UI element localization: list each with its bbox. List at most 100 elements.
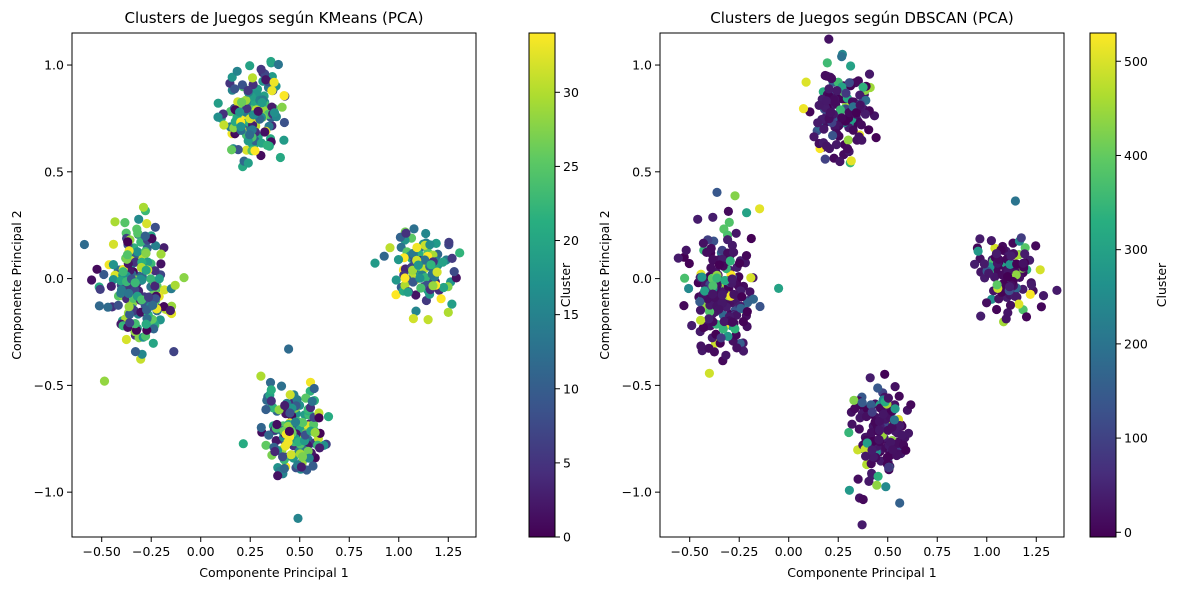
kmeans-point bbox=[293, 513, 303, 524]
dbscan-point bbox=[848, 125, 858, 135]
dbscan-point bbox=[866, 400, 876, 410]
dbscan-point bbox=[820, 154, 830, 164]
kmeans-point bbox=[103, 302, 113, 312]
kmeans-point bbox=[310, 427, 320, 438]
kmeans-point bbox=[297, 452, 308, 462]
dbscan-point bbox=[865, 373, 875, 383]
dbscan-point bbox=[888, 445, 898, 455]
dbscan-point bbox=[681, 245, 691, 255]
kmeans-point bbox=[253, 106, 263, 116]
dbscan-point bbox=[831, 140, 842, 150]
dbscan-y-tick-label: 0.5 bbox=[632, 164, 652, 179]
dbscan-point bbox=[829, 95, 839, 105]
kmeans-x-tick-label: −0.50 bbox=[83, 544, 121, 559]
kmeans-point bbox=[121, 334, 131, 345]
dbscan-point bbox=[844, 78, 855, 88]
dbscan-point bbox=[700, 286, 710, 296]
kmeans-colorbar: 0 5 10 15 20 25 30 Cluster bbox=[528, 32, 579, 545]
dbscan-point bbox=[844, 427, 854, 438]
dbscan-point bbox=[734, 258, 745, 268]
kmeans-point bbox=[408, 314, 418, 324]
kmeans-point bbox=[124, 288, 134, 298]
kmeans-point bbox=[284, 426, 294, 436]
kmeans-point bbox=[393, 255, 404, 265]
dbscan-y-ticks: −1.0 −0.5 0.0 0.5 1.0 bbox=[622, 58, 660, 500]
kmeans-point bbox=[266, 56, 276, 67]
dbscan-point bbox=[851, 108, 861, 118]
kmeans-point bbox=[165, 305, 175, 316]
dbscan-point bbox=[774, 283, 784, 293]
dbscan-point bbox=[724, 217, 734, 227]
kmeans-point bbox=[420, 255, 430, 265]
dbscan-point bbox=[695, 305, 706, 315]
kmeans-point bbox=[296, 462, 306, 472]
kmeans-point bbox=[273, 59, 283, 70]
dbscan-point bbox=[698, 238, 709, 248]
kmeans-point bbox=[277, 102, 287, 112]
dbscan-point bbox=[696, 341, 706, 351]
dbscan-point bbox=[1003, 272, 1013, 282]
dbscan-point bbox=[874, 425, 885, 435]
dbscan-title: Clusters de Juegos según DBSCAN (PCA) bbox=[710, 9, 1013, 27]
dbscan-point bbox=[992, 280, 1002, 290]
kmeans-point bbox=[232, 66, 242, 76]
dbscan-point bbox=[720, 275, 730, 286]
dbscan-point bbox=[984, 268, 994, 278]
dbscan-point bbox=[843, 135, 853, 145]
dbscan-point bbox=[866, 427, 877, 438]
kmeans-point bbox=[123, 237, 133, 247]
kmeans-point bbox=[230, 84, 240, 94]
dbscan-point bbox=[857, 520, 867, 530]
kmeans-point bbox=[270, 446, 280, 457]
kmeans-point bbox=[213, 98, 223, 108]
kmeans-point bbox=[269, 108, 280, 118]
dbscan-point bbox=[801, 77, 811, 87]
dbscan-point bbox=[835, 156, 845, 167]
kmeans-point bbox=[110, 217, 120, 227]
dbscan-point bbox=[858, 82, 868, 92]
kmeans-point bbox=[279, 463, 289, 474]
dbscan-colorbar: 0 100 200 300 400 500 Cluster bbox=[1089, 32, 1169, 540]
dbscan-point bbox=[854, 424, 864, 434]
dbscan-colorbar-tick-label: 500 bbox=[1124, 54, 1148, 69]
dbscan-point bbox=[712, 273, 722, 283]
dbscan-point bbox=[1035, 265, 1045, 275]
kmeans-point bbox=[213, 112, 223, 122]
dbscan-y-tick-label: −0.5 bbox=[622, 378, 652, 393]
dbscan-colorbar-tick-label: 400 bbox=[1124, 148, 1148, 163]
kmeans-point bbox=[265, 377, 276, 388]
dbscan-point bbox=[738, 317, 748, 327]
dbscan-point bbox=[901, 445, 911, 455]
kmeans-point bbox=[156, 259, 166, 269]
kmeans-point bbox=[120, 218, 130, 228]
dbscan-point bbox=[853, 474, 863, 484]
dbscan-point bbox=[746, 273, 756, 283]
dbscan-point bbox=[991, 249, 1002, 259]
dbscan-point bbox=[887, 422, 897, 432]
dbscan-y-label: Componente Principal 2 bbox=[597, 210, 612, 359]
kmeans-colorbar-gradient bbox=[528, 32, 556, 538]
kmeans-point bbox=[99, 269, 109, 280]
dbscan-point bbox=[718, 324, 728, 334]
dbscan-point bbox=[742, 208, 752, 218]
dbscan-point bbox=[975, 234, 985, 244]
dbscan-point bbox=[1038, 291, 1049, 301]
kmeans-point bbox=[401, 228, 411, 238]
kmeans-point bbox=[400, 273, 410, 283]
dbscan-point bbox=[821, 96, 831, 106]
kmeans-x-tick-label: 0.25 bbox=[236, 544, 264, 559]
kmeans-point bbox=[132, 247, 143, 257]
dbscan-point bbox=[714, 304, 724, 314]
dbscan-point bbox=[1005, 300, 1016, 310]
dbscan-point bbox=[857, 398, 867, 408]
dbscan-point bbox=[709, 347, 720, 357]
kmeans-point bbox=[92, 264, 102, 274]
kmeans-point bbox=[130, 278, 140, 288]
dbscan-point bbox=[861, 451, 871, 461]
dbscan-point bbox=[755, 204, 765, 214]
dbscan-point bbox=[695, 297, 705, 307]
dbscan-point bbox=[719, 316, 729, 327]
dbscan-points bbox=[673, 34, 1062, 530]
dbscan-point bbox=[684, 258, 694, 269]
kmeans-point bbox=[309, 383, 319, 394]
